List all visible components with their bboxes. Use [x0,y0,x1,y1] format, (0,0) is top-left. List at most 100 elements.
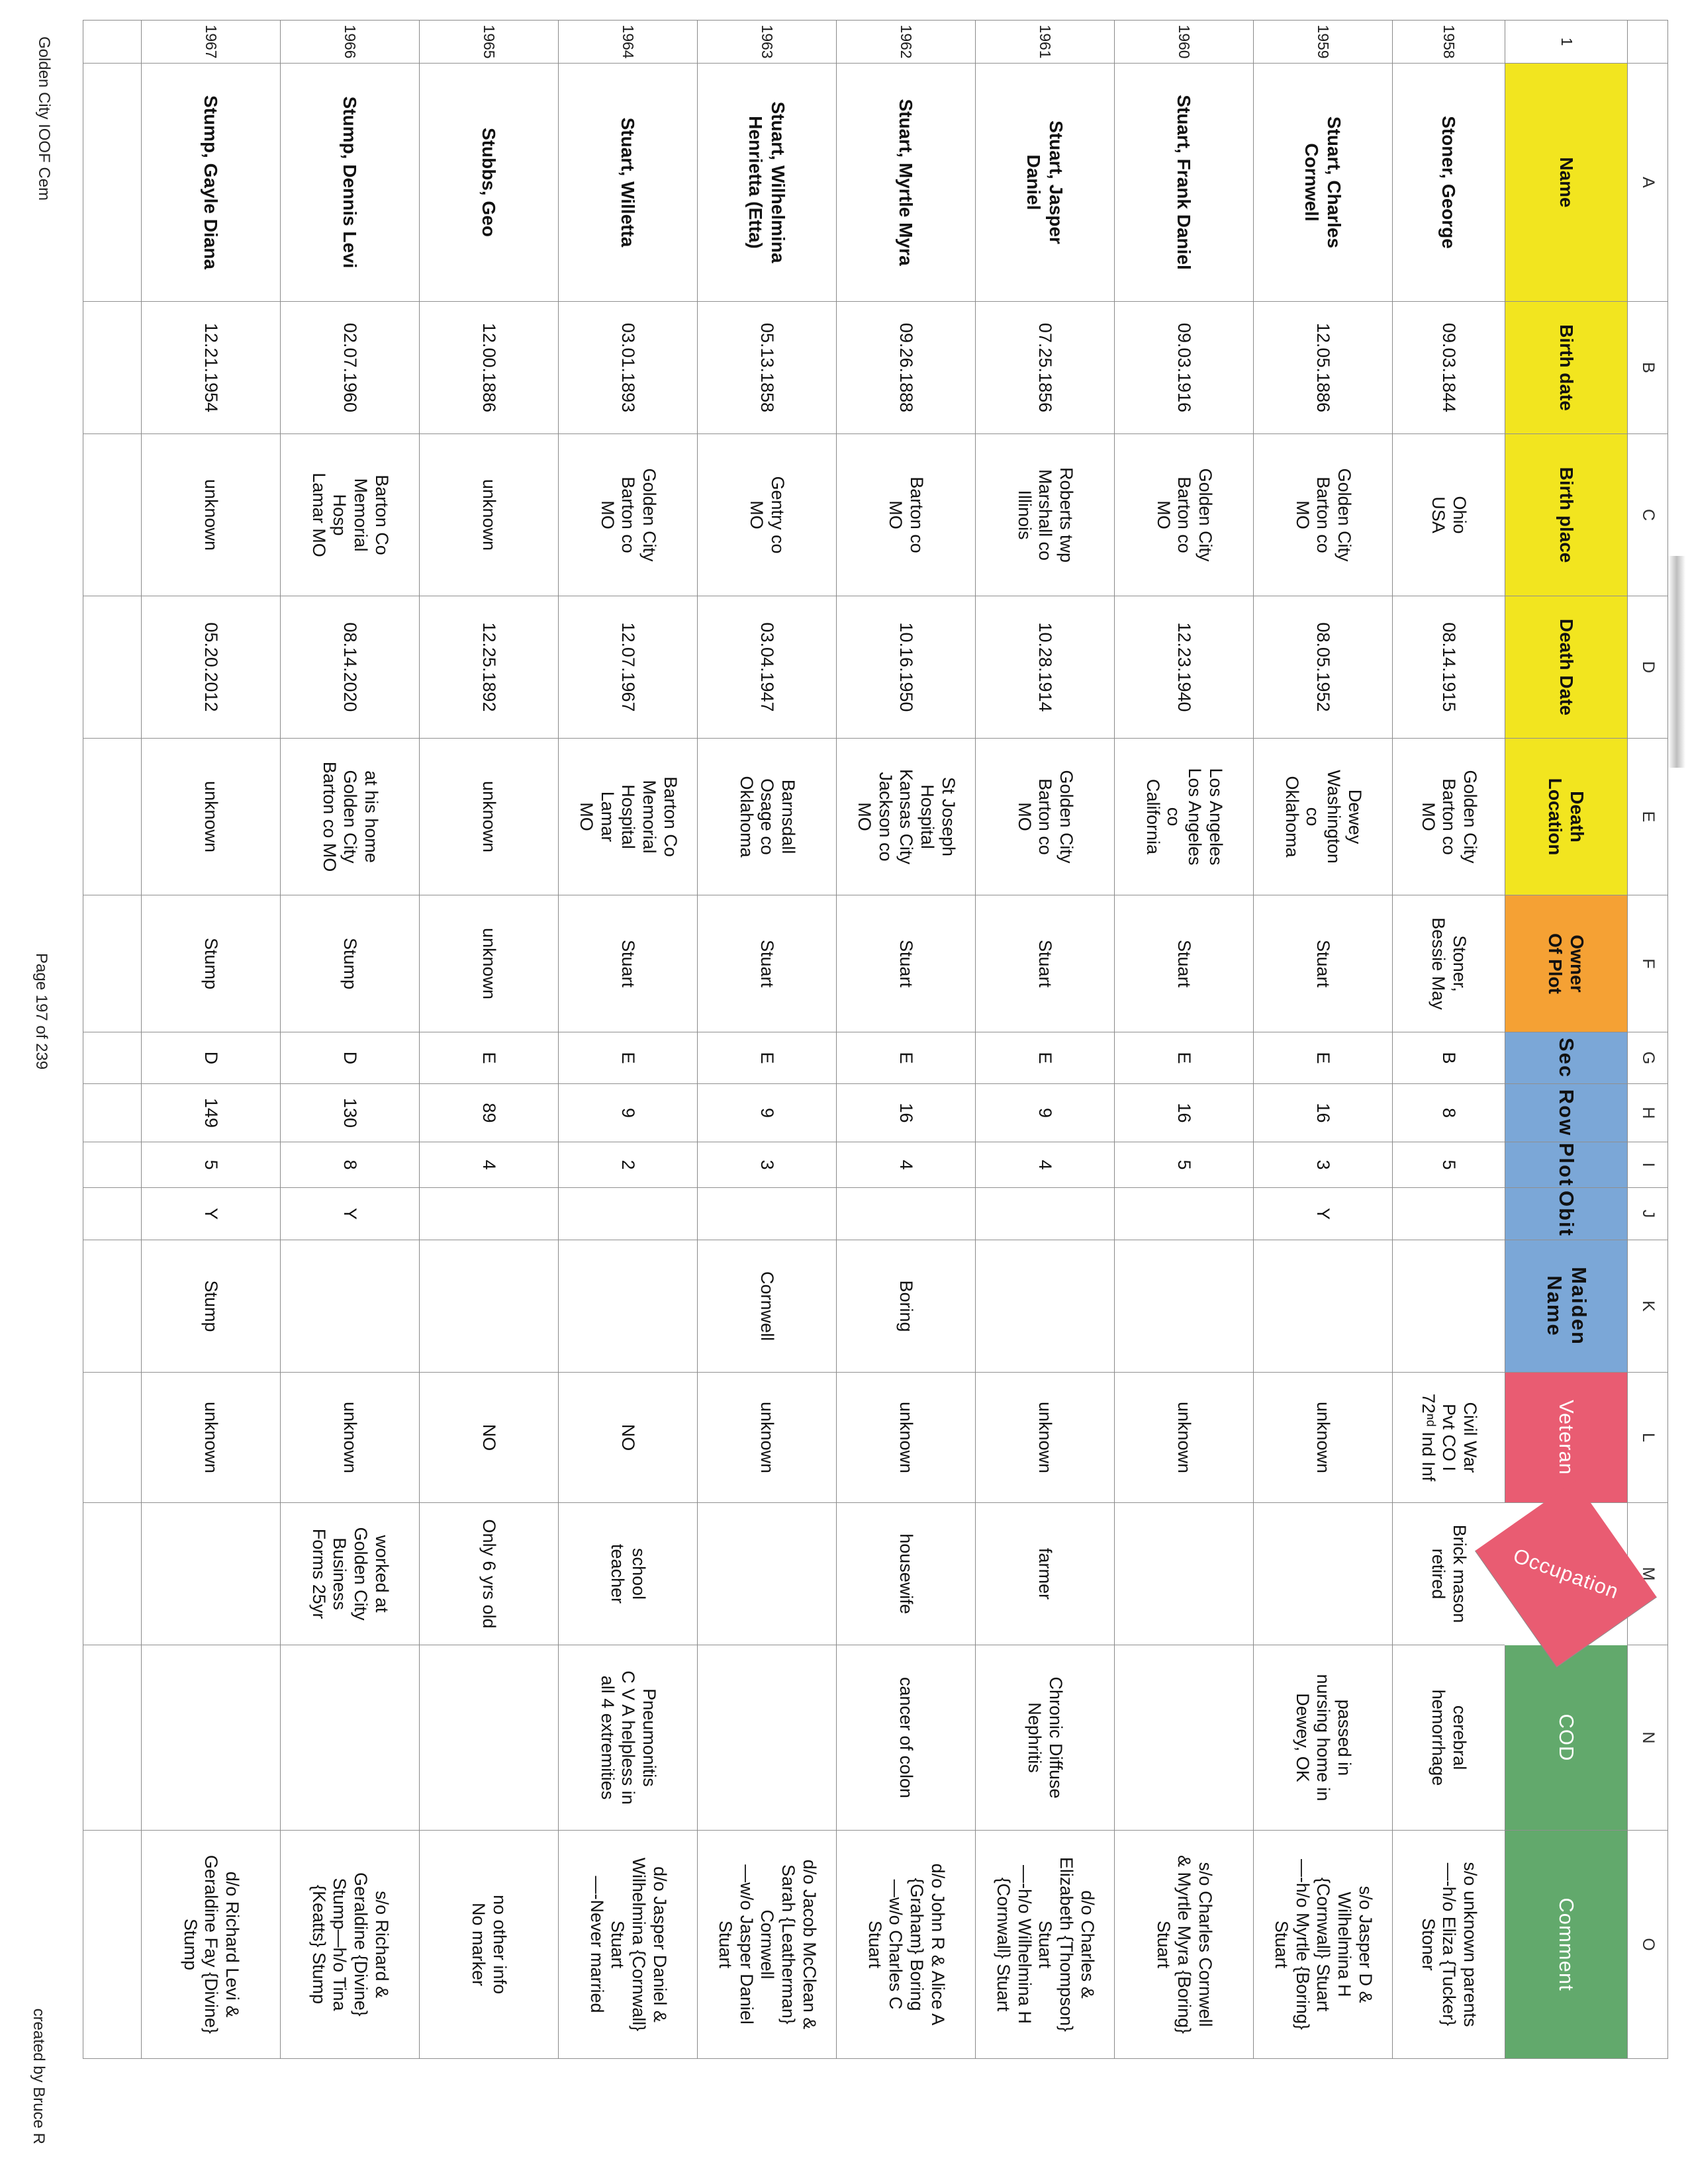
cell-1960-comment-label: s/o Charles Cornwell & Myrtle Myra {Bori… [1153,1854,1216,2034]
cell-1965-name-label: Stubbs, Geo [479,128,500,237]
column-header-death-location-label: Death Location [1545,778,1588,856]
cell-1967-row: 149 [141,1084,280,1142]
cell-1967-obit: Y [141,1188,280,1240]
cell-1962-maiden: Boring [836,1240,975,1373]
cell-1962-plot: 4 [836,1142,975,1188]
column-letter-H: H [1627,1084,1668,1142]
column-header-sec: Sec [1505,1032,1627,1084]
cell-1967-sec-label: D [201,1051,222,1065]
row-number-1960: 1960 [1114,20,1253,64]
cell-1963-occupation [697,1503,836,1645]
column-letter-F: F [1627,895,1668,1032]
cell-1958-name: Stoner, George [1392,64,1505,302]
cell-1964-cod-label: Pneumonitis C V A helpless in all 4 extr… [597,1670,660,1805]
cell-1959-obit: Y [1253,1188,1392,1240]
cell-1965-death-date-label: 12.25.1892 [479,622,500,712]
column-letter-I: I [1627,1142,1668,1188]
cell-1965-death-date: 12.25.1892 [419,596,558,739]
cell-blank-1 [83,302,141,434]
cell-1966-death-date: 08.14.2020 [280,596,419,739]
cell-1961-death-date: 10.28.1914 [975,596,1114,739]
cell-1961-death-label: Golden City Barton co MO [1014,770,1077,864]
cell-1961-birth-place: Roberts twp Marshall co Illinois [975,434,1114,596]
cell-1959-plot-label: 3 [1313,1160,1334,1170]
cell-1962-comment-label: d/o John R & Alice A {Graham} Boring —w/… [865,1863,949,2026]
cell-1965-comment-label: no other info No marker [469,1894,510,1995]
cell-1965-comment: no other info No marker [419,1831,558,2059]
cell-1964-row: 9 [558,1084,697,1142]
cell-1958-occupation-label: Brick mason retired [1429,1524,1470,1623]
cell-1963-birth-place: Gentry co MO [697,434,836,596]
column-letter-O-label: O [1638,1938,1658,1951]
column-header-birth-date-label: Birth date [1556,324,1577,411]
cell-1966-birth-place: Barton Co Memorial Hosp Lamar MO [280,434,419,596]
cell-1962-death-label: St Joseph Hospital Kansas City Jackson c… [854,768,959,865]
column-header-occupation-label: Occupation [1510,1543,1622,1604]
cell-1965-name: Stubbs, Geo [419,64,558,302]
cell-1966-row: 130 [280,1084,419,1142]
cell-1962-plot-label: 4 [896,1160,917,1170]
cell-1965-row: 89 [419,1084,558,1142]
cell-1959-death: Dewey Washington co Oklahoma [1253,739,1392,895]
cell-1959-death-date: 08.05.1952 [1253,596,1392,739]
row-number-1958: 1958 [1392,20,1505,64]
cell-1962-row: 16 [836,1084,975,1142]
cell-1965-occupation-label: Only 6 yrs old [479,1519,500,1629]
cell-1963-death-label: Barnsdall Osage co Oklahoma [736,776,799,858]
cell-1966-plot-label: 8 [340,1160,361,1170]
row-number-1964-label: 1964 [620,24,637,59]
cell-1962-birth-place-label: Barton co MO [886,477,927,553]
cell-1959-owner-label: Stuart [1313,939,1334,988]
cell-1961-occupation-label: farmer [1035,1547,1056,1600]
cell-1967-comment-label: d/o Richard Levi & Geraldine Fay {Divine… [180,1854,243,2034]
column-letter-G-label: G [1638,1051,1658,1065]
cell-1964-occupation-label: school teacher [608,1543,649,1604]
cell-1959-death-date-label: 08.05.1952 [1313,622,1334,712]
cell-1963-comment: d/o Jacob McClean & Sarah {Leatherman} C… [697,1831,836,2059]
cell-1967-obit-label: Y [201,1207,222,1220]
footer-page-number: Page 197 of 239 [32,953,50,1070]
cell-1964-birth-date-label: 03.01.1893 [618,322,639,413]
scan-streak-artifact [1668,556,1685,768]
cell-1962-cod: cancer of colon [836,1645,975,1831]
cell-1959-row: 16 [1253,1084,1392,1142]
cell-1963-comment-label: d/o Jacob McClean & Sarah {Leatherman} C… [715,1859,820,2030]
cell-1958-birth-date-label: 09.03.1844 [1439,322,1460,413]
row-number-1967: 1967 [141,20,280,64]
cell-blank-9 [83,1188,141,1240]
cell-1965-death-label: unknown [479,780,500,853]
column-letter-C-label: C [1638,508,1658,522]
cell-1966-obit-label: Y [340,1207,361,1220]
cell-1958-plot: 5 [1392,1142,1505,1188]
cell-1965-owner-label: unknown [479,927,500,1000]
cell-1963-cod [697,1645,836,1831]
cell-1959-name-label: Stuart, Charles Cornwell [1301,116,1344,249]
column-header-maiden-name-label: Maiden Name [1543,1267,1591,1345]
cell-1959-name: Stuart, Charles Cornwell [1253,64,1392,302]
cell-1961-row-label: 9 [1035,1107,1056,1118]
cell-1961-cod-label: Chronic Diffuse Nephritis [1025,1676,1066,1799]
cell-1965-maiden [419,1240,558,1373]
cell-1963-death-date: 03.04.1947 [697,596,836,739]
cell-1963-maiden-label: Cornwell [757,1271,778,1342]
column-letter-J: J [1627,1188,1668,1240]
cell-1958-obit [1392,1188,1505,1240]
cell-1960-birth-date-label: 09.03.1916 [1174,322,1195,413]
cell-1967-name-label: Stump, Gayle Diana [201,95,222,269]
cell-1958-veteran: Civil War Pvt CO I 72ⁿᵈ Ind Inf [1392,1373,1505,1503]
cell-1962-obit [836,1188,975,1240]
cell-1967-occupation [141,1503,280,1645]
cell-1963-death-date-label: 03.04.1947 [757,622,778,712]
cell-1964-row-label: 9 [618,1107,639,1118]
cell-1960-birth-place-label: Golden City Barton co MO [1153,468,1216,562]
cell-1961-occupation: farmer [975,1503,1114,1645]
cell-1960-sec-label: E [1174,1052,1195,1064]
cell-1962-veteran-label: unknown [896,1401,917,1474]
cell-1960-death-label: Los Angeles Los Angeles co California [1143,768,1227,866]
cell-1962-birth-date-label: 09.26.1888 [896,322,917,413]
cell-1963-sec-label: E [757,1052,778,1064]
cell-1965-veteran-label: NO [479,1424,500,1451]
cell-1961-birth-date-label: 07.25.1856 [1035,322,1056,413]
cell-1961-owner: Stuart [975,895,1114,1032]
column-letter-B: B [1627,302,1668,434]
